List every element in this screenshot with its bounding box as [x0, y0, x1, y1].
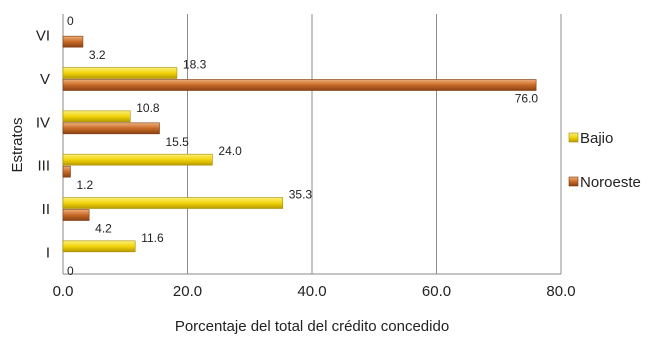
legend-label: Noroeste: [580, 174, 641, 191]
bar-noroeste: [62, 79, 537, 91]
legend-swatch-noroeste: [568, 176, 579, 187]
x-tick-label: 40.0: [297, 283, 326, 300]
category-label: V: [40, 71, 50, 88]
data-label: 35.3: [289, 188, 313, 202]
data-label: 1.2: [76, 178, 93, 192]
data-label: 76.0: [515, 92, 539, 106]
bars: [62, 35, 537, 253]
bar-bajio: [62, 67, 178, 79]
bar-noroeste: [62, 209, 90, 221]
category-label: III: [37, 158, 50, 175]
data-label: 10.8: [136, 101, 160, 115]
category-label: IV: [36, 114, 50, 131]
x-tick-label: 60.0: [422, 283, 451, 300]
legend-label: Bajio: [580, 130, 613, 147]
bar-bajio: [62, 197, 284, 209]
data-label: 11.6: [141, 231, 164, 245]
bar-noroeste: [62, 122, 160, 135]
category-label: VI: [36, 28, 50, 45]
legend-swatch-bajio: [568, 132, 579, 143]
x-tick-label: 80.0: [546, 283, 575, 300]
data-label: 15.5: [165, 135, 189, 149]
data-label: 18.3: [183, 58, 207, 72]
data-label: 0: [67, 14, 74, 28]
data-label: 4.2: [95, 222, 112, 236]
gridlines: [187, 14, 562, 274]
x-axis-title: Porcentaje del total del crédito concedi…: [175, 318, 449, 335]
category-label: I: [46, 244, 50, 261]
bar-noroeste: [62, 165, 71, 178]
category-label: II: [42, 201, 50, 218]
bar-noroeste: [62, 35, 84, 48]
data-label: 24.0: [218, 144, 242, 158]
legend: Bajio Noroeste: [568, 130, 641, 191]
axes: [62, 14, 561, 275]
x-tick-label: 20.0: [173, 283, 202, 300]
data-labels: 11.6 0 35.3 4.2 24.0 1.2 10.8 15.5 18.3 76.0 0 3.2: [67, 14, 538, 278]
y-axis-title: Estratos: [9, 117, 26, 172]
bar-bajio: [62, 153, 213, 166]
data-label: 0: [67, 264, 74, 278]
bar-bajio: [62, 240, 136, 253]
x-tick-labels: 0.0 20.0 40.0 60.0 80.0: [53, 283, 576, 300]
data-label: 3.2: [89, 48, 106, 62]
bar-bajio: [62, 110, 131, 123]
x-tick-label: 0.0: [53, 283, 74, 300]
